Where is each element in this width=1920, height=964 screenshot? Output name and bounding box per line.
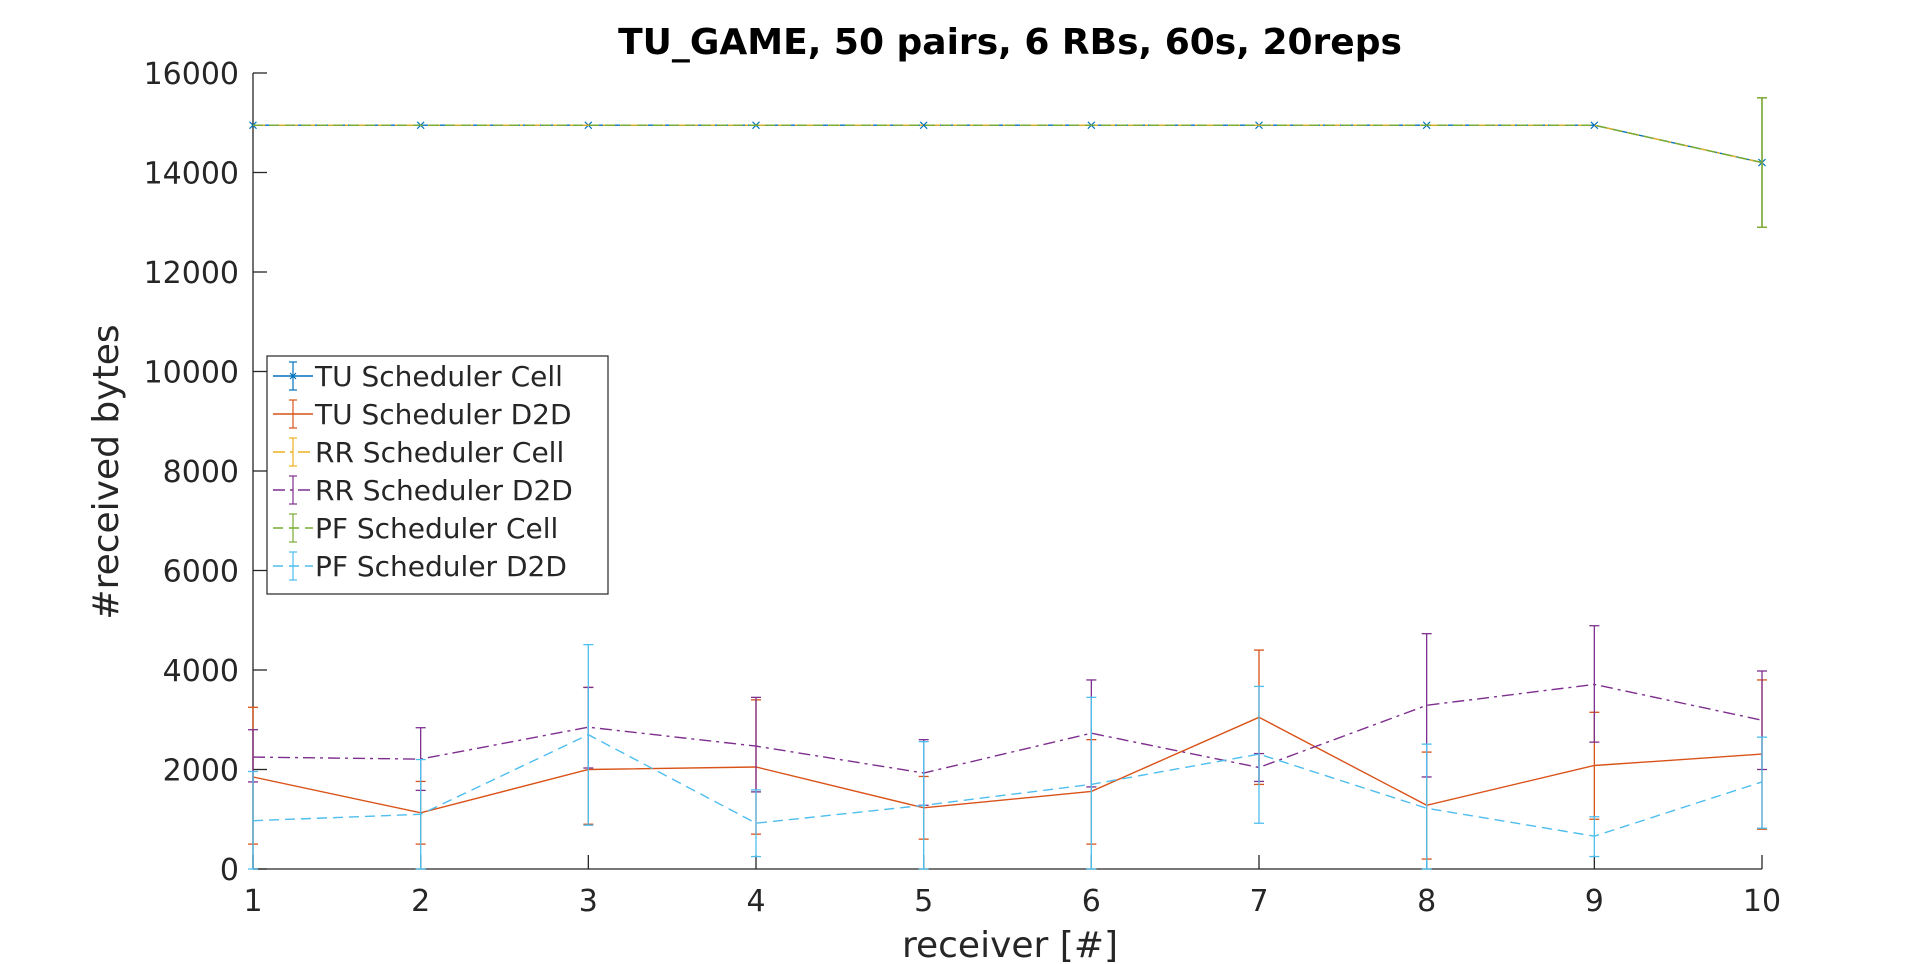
y-tick-label: 6000	[163, 555, 239, 590]
x-axis-title: receiver [#]	[902, 925, 1118, 964]
series-tu-scheduler-d2d	[248, 650, 1767, 859]
legend-item: TU Scheduler D2D	[273, 398, 572, 431]
legend: TU Scheduler Cell TU Scheduler D2D RR Sche…	[267, 356, 608, 594]
x-tick-label: 8	[1417, 884, 1436, 919]
y-tick-label: 4000	[163, 654, 239, 689]
chart-title: TU_GAME, 50 pairs, 6 RBs, 60s, 20reps	[618, 22, 1402, 63]
legend-item: PF Scheduler Cell	[273, 512, 558, 545]
series-line	[253, 125, 1762, 162]
series-line	[253, 125, 1762, 162]
y-tick-label: 16000	[144, 57, 239, 92]
x-tick-label: 9	[1585, 884, 1604, 919]
y-tick-label: 10000	[144, 356, 239, 391]
legend-label: TU Scheduler D2D	[314, 398, 572, 431]
legend-label: PF Scheduler Cell	[315, 512, 558, 545]
series-line	[253, 735, 1762, 837]
legend-label: RR Scheduler D2D	[315, 474, 573, 507]
y-tick-label: 2000	[163, 754, 239, 789]
x-tick-label: 6	[1082, 884, 1101, 919]
legend-item: RR Scheduler D2D	[273, 474, 573, 507]
series-line	[253, 684, 1762, 773]
x-tick-label: 2	[411, 884, 430, 919]
y-tick-label: 0	[220, 853, 239, 888]
y-tick-label: 8000	[163, 455, 239, 490]
y-tick-label: 14000	[144, 157, 239, 192]
legend-item: PF Scheduler D2D	[273, 550, 567, 583]
series-tu-scheduler-cell	[250, 98, 1768, 227]
series-rr-scheduler-cell	[253, 98, 1767, 227]
y-axis-title: #received bytes	[86, 324, 127, 619]
x-tick-label: 3	[579, 884, 598, 919]
legend-label: TU Scheduler Cell	[314, 360, 563, 393]
series-line	[253, 125, 1762, 162]
series-pf-scheduler-d2d	[248, 645, 1767, 869]
y-tick-label: 12000	[144, 256, 239, 291]
series-pf-scheduler-cell	[253, 98, 1767, 227]
legend-label: RR Scheduler Cell	[315, 436, 564, 469]
legend-item: TU Scheduler Cell	[273, 360, 563, 393]
legend-item: RR Scheduler Cell	[273, 436, 564, 469]
x-tick-label: 7	[1249, 884, 1268, 919]
x-tick-label: 1	[243, 884, 262, 919]
x-tick-label: 4	[746, 884, 765, 919]
series-line	[253, 717, 1762, 813]
x-tick-label: 5	[914, 884, 933, 919]
x-tick-label: 10	[1743, 884, 1781, 919]
legend-label: PF Scheduler D2D	[315, 550, 567, 583]
